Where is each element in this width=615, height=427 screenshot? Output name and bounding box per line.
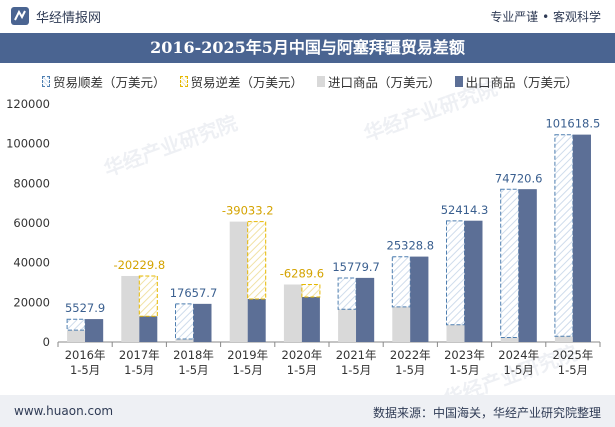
- bar-trade-surplus: [337, 277, 357, 310]
- bar-trade-surplus: [554, 134, 574, 337]
- bar-import: [500, 337, 519, 342]
- bar-export-front: [85, 319, 104, 342]
- data-label: 5527.9: [65, 301, 105, 315]
- legend-surplus-swatch: [42, 76, 50, 87]
- tagline: 专业严谨 • 客观科学: [490, 10, 601, 24]
- bar-trade-surplus: [446, 220, 465, 326]
- brand-name: 华经情报网: [36, 11, 102, 26]
- x-tick-label: 1-5月: [178, 363, 208, 377]
- bar-trade-deficit: [247, 221, 267, 300]
- x-tick-label: 1-5月: [287, 363, 317, 377]
- bar-import: [121, 275, 140, 342]
- x-tick-label: 1-5月: [70, 363, 100, 377]
- data-label: 101618.5: [545, 117, 600, 131]
- y-tick-label: 20000: [13, 295, 50, 309]
- bar-trade-deficit: [301, 283, 321, 298]
- y-tick-label: 120000: [6, 97, 50, 111]
- x-tick-label: 1-5月: [233, 363, 263, 377]
- x-tick-label: 1-5月: [558, 363, 588, 377]
- x-tick-label: 1-5月: [395, 363, 425, 377]
- legend-import-label: 进口商品（万美元）: [328, 75, 441, 90]
- y-tick-label: 100000: [6, 137, 50, 151]
- x-tick-label: 2019年: [227, 348, 268, 362]
- chart-title: 2016-2025年5月中国与阿塞拜疆贸易差额: [0, 33, 615, 63]
- bar-export-front: [464, 220, 483, 342]
- y-tick-label: 0: [43, 335, 50, 349]
- bar-import: [392, 306, 411, 342]
- data-source: 数据来源：中国海关，华经产业研究院整理: [372, 406, 601, 420]
- bar-export-front: [572, 134, 591, 342]
- footer: www.huaon.com 数据来源：中国海关，华经产业研究院整理: [0, 395, 615, 427]
- legend-import-swatch: [317, 76, 326, 87]
- bar-trade-surplus: [500, 188, 520, 338]
- bar-export: [301, 296, 320, 342]
- x-tick-label: 2022年: [390, 348, 431, 362]
- bar-export: [139, 316, 158, 342]
- x-tick-label: 1-5月: [124, 363, 154, 377]
- bar-import: [283, 284, 302, 342]
- data-label: 74720.6: [495, 171, 543, 185]
- x-tick-label: 2021年: [336, 348, 377, 362]
- legend-export-label: 出口商品（万美元）: [465, 75, 579, 90]
- bar-trade-deficit: [138, 275, 158, 317]
- bar-import: [338, 309, 357, 342]
- x-tick-label: 2025年: [553, 348, 594, 362]
- bar-trade-surplus: [175, 303, 194, 340]
- legend-import: 进口商品（万美元）: [317, 72, 441, 91]
- y-tick-label: 60000: [13, 216, 50, 230]
- bar-export-front: [518, 189, 537, 342]
- bar-export-front: [410, 256, 429, 342]
- legend-deficit-swatch: [179, 76, 188, 87]
- legend-deficit-label: 贸易逆差（万美元）: [190, 75, 304, 90]
- legend-surplus-label: 贸易顺差（万美元）: [53, 75, 166, 90]
- bar-import: [446, 324, 465, 342]
- data-label: 17657.7: [170, 286, 218, 300]
- x-tick-label: 2020年: [282, 348, 323, 362]
- legend-deficit: 贸易逆差（万美元）: [179, 72, 304, 91]
- bar-import: [67, 330, 86, 342]
- x-tick-label: 2024年: [498, 348, 539, 362]
- x-tick-label: 2016年: [65, 348, 106, 362]
- x-tick-label: 1-5月: [341, 363, 371, 377]
- top-bar: 华经情报网 专业严谨 • 客观科学: [0, 0, 615, 32]
- bar-import: [229, 221, 248, 342]
- bar-export: [247, 298, 266, 342]
- legend-export-swatch: [454, 76, 463, 87]
- chart-plot: 0 20000 40000 60000 80000 100000 120000 5527.9 2…: [6, 97, 601, 377]
- bar-export-front: [356, 277, 375, 342]
- data-label: 15779.7: [332, 260, 380, 274]
- legend-export: 出口商品（万美元）: [454, 72, 579, 91]
- bar-import: [554, 336, 573, 342]
- data-label: -6289.6: [280, 266, 324, 280]
- chart-legend: 贸易顺差（万美元） 贸易逆差（万美元） 进口商品（万美元） 出口商品（万美元）: [42, 72, 578, 91]
- site-url: www.huaon.com: [14, 404, 114, 418]
- x-tick-label: 1-5月: [449, 363, 479, 377]
- x-tick-label: 1-5月: [504, 363, 534, 377]
- y-tick-label: 80000: [13, 176, 50, 190]
- legend-surplus: 贸易顺差（万美元）: [42, 72, 166, 91]
- y-tick-label: 40000: [13, 256, 50, 270]
- bar-import: [175, 339, 194, 342]
- huajing-logo-icon: [11, 7, 29, 25]
- bar-export-front: [193, 303, 212, 342]
- x-tick-label: 2018年: [173, 348, 214, 362]
- bar-trade-surplus: [391, 256, 411, 308]
- data-label: -20229.8: [113, 258, 165, 272]
- x-tick-label: 2023年: [444, 348, 485, 362]
- data-label: 25328.8: [387, 239, 435, 253]
- x-tick-label: 2017年: [119, 348, 160, 362]
- bar-trade-surplus: [66, 318, 86, 331]
- data-label: -39033.2: [222, 204, 274, 218]
- data-label: 52414.3: [441, 203, 489, 217]
